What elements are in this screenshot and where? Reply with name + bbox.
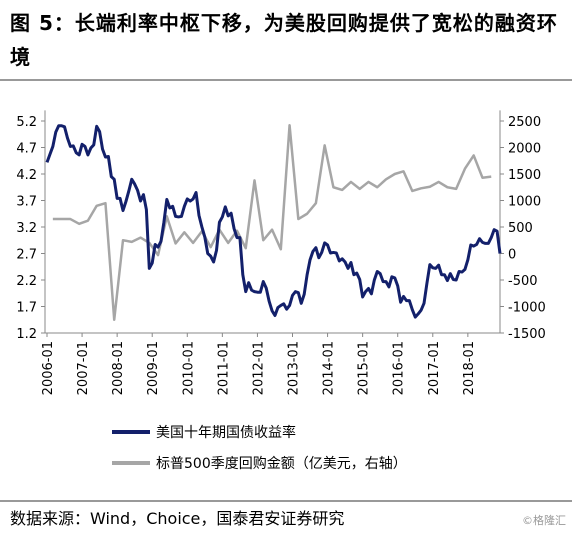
x-tick-label: 2009-01 (146, 341, 161, 395)
x-tick-label: 2017-01 (427, 341, 442, 395)
legend-label: 美国十年期国债收益率 (156, 424, 296, 441)
y-tick-label: 4.2 (16, 168, 37, 183)
y2-tick-label: 2000 (508, 142, 541, 157)
series-line (52, 123, 492, 321)
y2-tick-label: 500 (508, 221, 533, 236)
y2-tick-label: 0 (508, 248, 516, 263)
x-tick-label: 2015-01 (357, 341, 372, 395)
y-tick-label: 4.7 (16, 142, 37, 157)
x-tick-label: 2012-01 (251, 341, 266, 395)
legend-label: 标普500季度回购金额（亿美元，右轴） (156, 456, 407, 472)
x-tick-label: 2018-01 (462, 341, 477, 395)
y2-tick-label: -500 (508, 274, 538, 289)
x-tick-label: 2011-01 (216, 341, 231, 395)
y-tick-label: 2.2 (16, 274, 37, 289)
y2-tick-label: 2500 (508, 115, 541, 130)
chart-title: 图 5：长端利率中枢下移，为美股回购提供了宽松的融资环境 (10, 11, 558, 69)
y-tick-label: 2.7 (16, 248, 37, 263)
x-tick-label: 2010-01 (181, 341, 196, 395)
y-tick-label: 1.7 (16, 301, 37, 316)
series-line (45, 124, 502, 319)
y2-tick-label: -1000 (508, 301, 546, 316)
y2-tick-label: 1500 (508, 168, 541, 183)
watermark: ©格隆汇 (522, 513, 566, 527)
y-tick-label: 3.2 (16, 221, 37, 236)
x-tick-label: 2007-01 (76, 341, 91, 395)
x-tick-label: 2016-01 (392, 341, 407, 395)
x-tick-label: 2006-01 (41, 341, 56, 395)
x-tick-label: 2008-01 (111, 341, 126, 395)
y-tick-label: 1.2 (16, 327, 37, 342)
x-tick-label: 2014-01 (322, 341, 337, 395)
y-tick-label: 5.2 (16, 115, 37, 130)
x-tick-label: 2013-01 (286, 341, 301, 395)
y2-tick-label: -1500 (508, 327, 546, 342)
source-note: 数据来源：Wind，Choice，国泰君安证券研究 (10, 509, 344, 528)
y2-tick-label: 1000 (508, 195, 541, 210)
y-tick-label: 3.7 (16, 195, 37, 210)
